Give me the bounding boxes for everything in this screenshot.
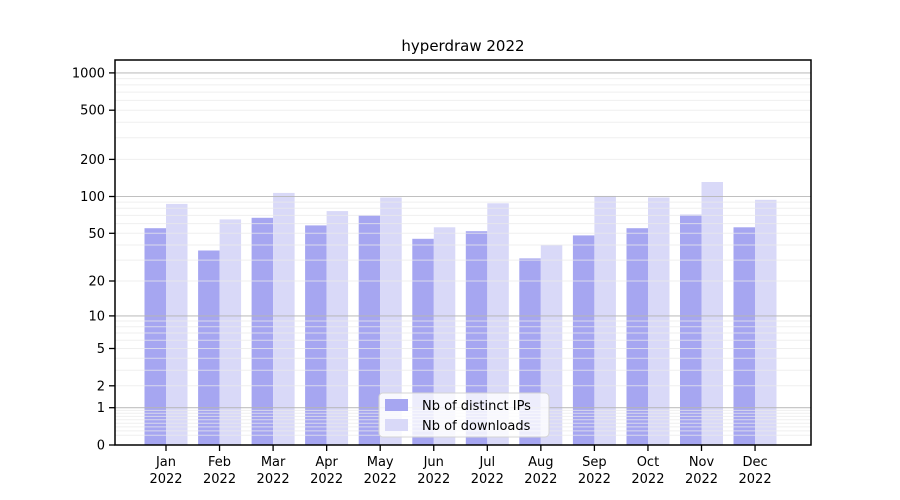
y-tick-label: 5 bbox=[97, 342, 105, 357]
bar-jul-series0 bbox=[465, 231, 488, 445]
y-tick-label: 50 bbox=[88, 227, 105, 242]
y-tick-label: 500 bbox=[80, 104, 105, 119]
x-tick-label: Feb 2022 bbox=[203, 455, 236, 487]
axes-spines bbox=[114, 59, 812, 446]
bar-nov-series0 bbox=[680, 214, 702, 445]
bar-apr-series1 bbox=[326, 211, 349, 445]
bar-jun-series1 bbox=[433, 227, 456, 445]
x-tick-label: Jan 2022 bbox=[149, 455, 182, 487]
legend-label-downloads: Nb of downloads bbox=[422, 419, 531, 434]
bar-nov-series1 bbox=[701, 182, 723, 445]
x-tick-label: Jul 2022 bbox=[471, 455, 504, 487]
legend-box bbox=[378, 392, 550, 438]
y-tick-label: 1 bbox=[97, 401, 105, 416]
bar-jul-series1 bbox=[487, 203, 509, 445]
bar-jan-series0 bbox=[144, 228, 166, 445]
x-tick-label: Jun 2022 bbox=[417, 455, 450, 487]
bar-apr-series0 bbox=[305, 225, 327, 445]
plot-border bbox=[114, 59, 812, 446]
bar-feb-series0 bbox=[198, 250, 220, 445]
x-tick-label: May 2022 bbox=[364, 455, 397, 487]
legend-swatch-downloads bbox=[385, 419, 408, 431]
bar-jan-series1 bbox=[166, 203, 188, 445]
x-tick-label: Sep 2022 bbox=[578, 455, 611, 487]
legend-swatch-distinct-ips bbox=[385, 399, 408, 411]
y-tick-label: 10 bbox=[88, 309, 105, 324]
y-tick-label: 200 bbox=[80, 153, 105, 168]
y-tick-label: 100 bbox=[80, 190, 105, 205]
x-tick-label: Mar 2022 bbox=[257, 455, 290, 487]
chart-title: hyperdraw 2022 bbox=[401, 37, 524, 55]
y-tick-label: 20 bbox=[88, 275, 105, 290]
bar-mar-series1 bbox=[273, 192, 295, 445]
bar-dec-series0 bbox=[733, 227, 755, 445]
tick-layer: 0 1 2 5 10 20 50 100 200 500 1000 Jan 2022 Feb 2022 Mar… bbox=[72, 66, 772, 487]
y-tick-label: 0 bbox=[97, 439, 105, 454]
bar-oct-series0 bbox=[626, 228, 648, 445]
x-tick-label: Apr 2022 bbox=[310, 455, 343, 487]
x-tick-label: Dec 2022 bbox=[739, 455, 772, 487]
x-tick-label: Oct 2022 bbox=[631, 455, 664, 487]
bar-may-series0 bbox=[358, 215, 381, 445]
y-tick-label: 1000 bbox=[72, 66, 105, 81]
bar-mar-series0 bbox=[251, 217, 274, 445]
x-tick-label: Nov 2022 bbox=[685, 455, 718, 487]
x-tick-label: Aug 2022 bbox=[524, 455, 557, 487]
legend: Nb of distinct IPs Nb of downloads bbox=[378, 392, 550, 438]
legend-label-distinct-ips: Nb of distinct IPs bbox=[422, 399, 531, 414]
y-tick-label: 2 bbox=[97, 379, 105, 394]
bar-dec-series1 bbox=[755, 199, 777, 445]
bar-sep-series1 bbox=[594, 195, 616, 445]
bar-feb-series1 bbox=[219, 219, 242, 445]
